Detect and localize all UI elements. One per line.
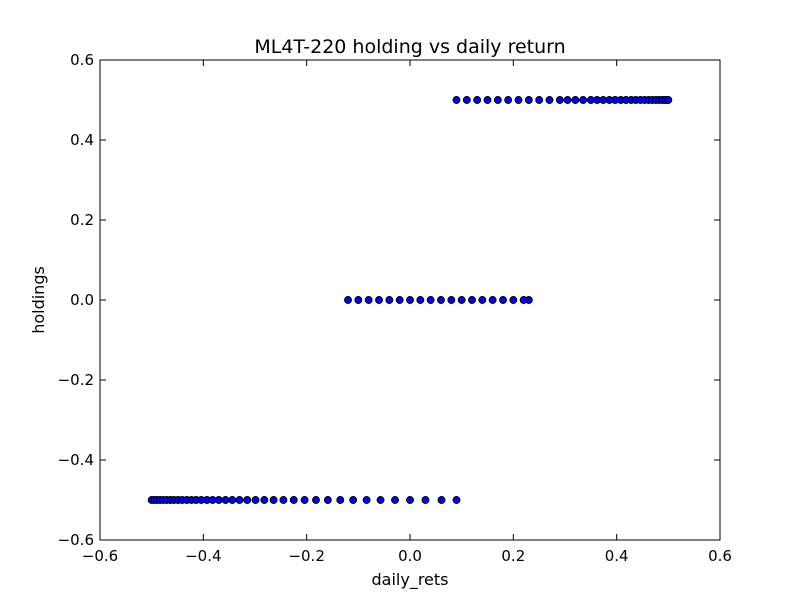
x-tick-label: −0.4: [185, 547, 221, 565]
scatter-point: [452, 96, 461, 104]
scatter-point: [221, 496, 230, 504]
scatter-point: [571, 96, 580, 104]
scatter-point: [478, 296, 487, 304]
scatter-point: [545, 96, 554, 104]
x-tick-label: 0.2: [501, 547, 525, 565]
scatter-point: [251, 496, 260, 504]
scatter-point: [300, 496, 309, 504]
scatter-point: [214, 496, 223, 504]
scatter-point: [499, 296, 507, 304]
y-axis-title: holdings: [29, 266, 48, 334]
scatter-point: [437, 496, 446, 504]
scatter-point: [336, 496, 345, 504]
scatter-point: [421, 496, 430, 504]
scatter-point: [664, 96, 673, 104]
y-tick-label: 0.0: [70, 291, 94, 309]
scatter-point: [375, 296, 383, 304]
ticks-layer: −0.6 −0.4 −0.2 0.0 0.2 0.4 0.6 −0.6 −0.4 −0.2 0.0 0…: [58, 51, 732, 565]
scatter-point: [228, 496, 237, 504]
scatter-point: [437, 296, 445, 304]
scatter-point: [344, 296, 352, 304]
scatter-point: [488, 296, 497, 304]
scatter-point: [468, 296, 476, 304]
scatter-point: [391, 496, 399, 504]
scatter-point: [504, 96, 513, 104]
scatter-point: [235, 496, 244, 504]
scatter-point: [447, 296, 456, 304]
scatter-point: [260, 496, 269, 504]
scatter-point: [395, 296, 404, 304]
scatter-point: [462, 96, 471, 104]
scatter-point: [535, 96, 544, 104]
y-tick-label: −0.6: [58, 531, 94, 549]
y-tick-label: −0.2: [58, 371, 94, 389]
scatter-point: [362, 496, 371, 504]
y-tick-label: −0.4: [58, 451, 94, 469]
x-tick-label: 0.0: [398, 547, 422, 565]
scatter-point: [354, 296, 363, 304]
x-tick-label: −0.6: [82, 547, 118, 565]
scatter-point: [457, 296, 466, 304]
scatter-point: [563, 96, 572, 104]
scatter-point: [555, 96, 564, 104]
chart-title: ML4T-220 holding vs daily return: [254, 36, 565, 58]
scatter-point: [483, 96, 492, 104]
scatter-point: [323, 496, 332, 504]
scatter-point: [493, 96, 502, 104]
scatter-point: [364, 296, 373, 304]
scatter-point: [406, 296, 414, 304]
scatter-point: [279, 496, 288, 504]
points-layer: [147, 96, 673, 504]
scatter-point: [349, 496, 358, 504]
scatter-point: [514, 96, 523, 104]
scatter-point: [406, 496, 414, 504]
scatter-point: [509, 296, 518, 304]
x-tick-label: 0.4: [605, 547, 629, 565]
scatter-point: [269, 496, 278, 504]
scatter-point: [426, 296, 435, 304]
y-tick-label: 0.4: [70, 131, 94, 149]
scatter-point: [452, 496, 461, 504]
scatter-point: [312, 496, 320, 504]
scatter-point: [524, 96, 533, 104]
x-tick-label: −0.2: [288, 547, 324, 565]
scatter-point: [289, 496, 298, 504]
scatter-point: [376, 496, 385, 504]
scatter-point: [385, 296, 394, 304]
x-axis-title: daily_rets: [372, 570, 449, 590]
scatter-point: [416, 296, 425, 304]
y-tick-label: 0.6: [70, 51, 94, 69]
scatter-point: [524, 296, 533, 304]
scatter-point: [473, 96, 482, 104]
y-tick-label: 0.2: [70, 211, 94, 229]
x-tick-label: 0.6: [708, 547, 732, 565]
scatter-point: [243, 496, 252, 504]
scatter-point: [579, 96, 588, 104]
